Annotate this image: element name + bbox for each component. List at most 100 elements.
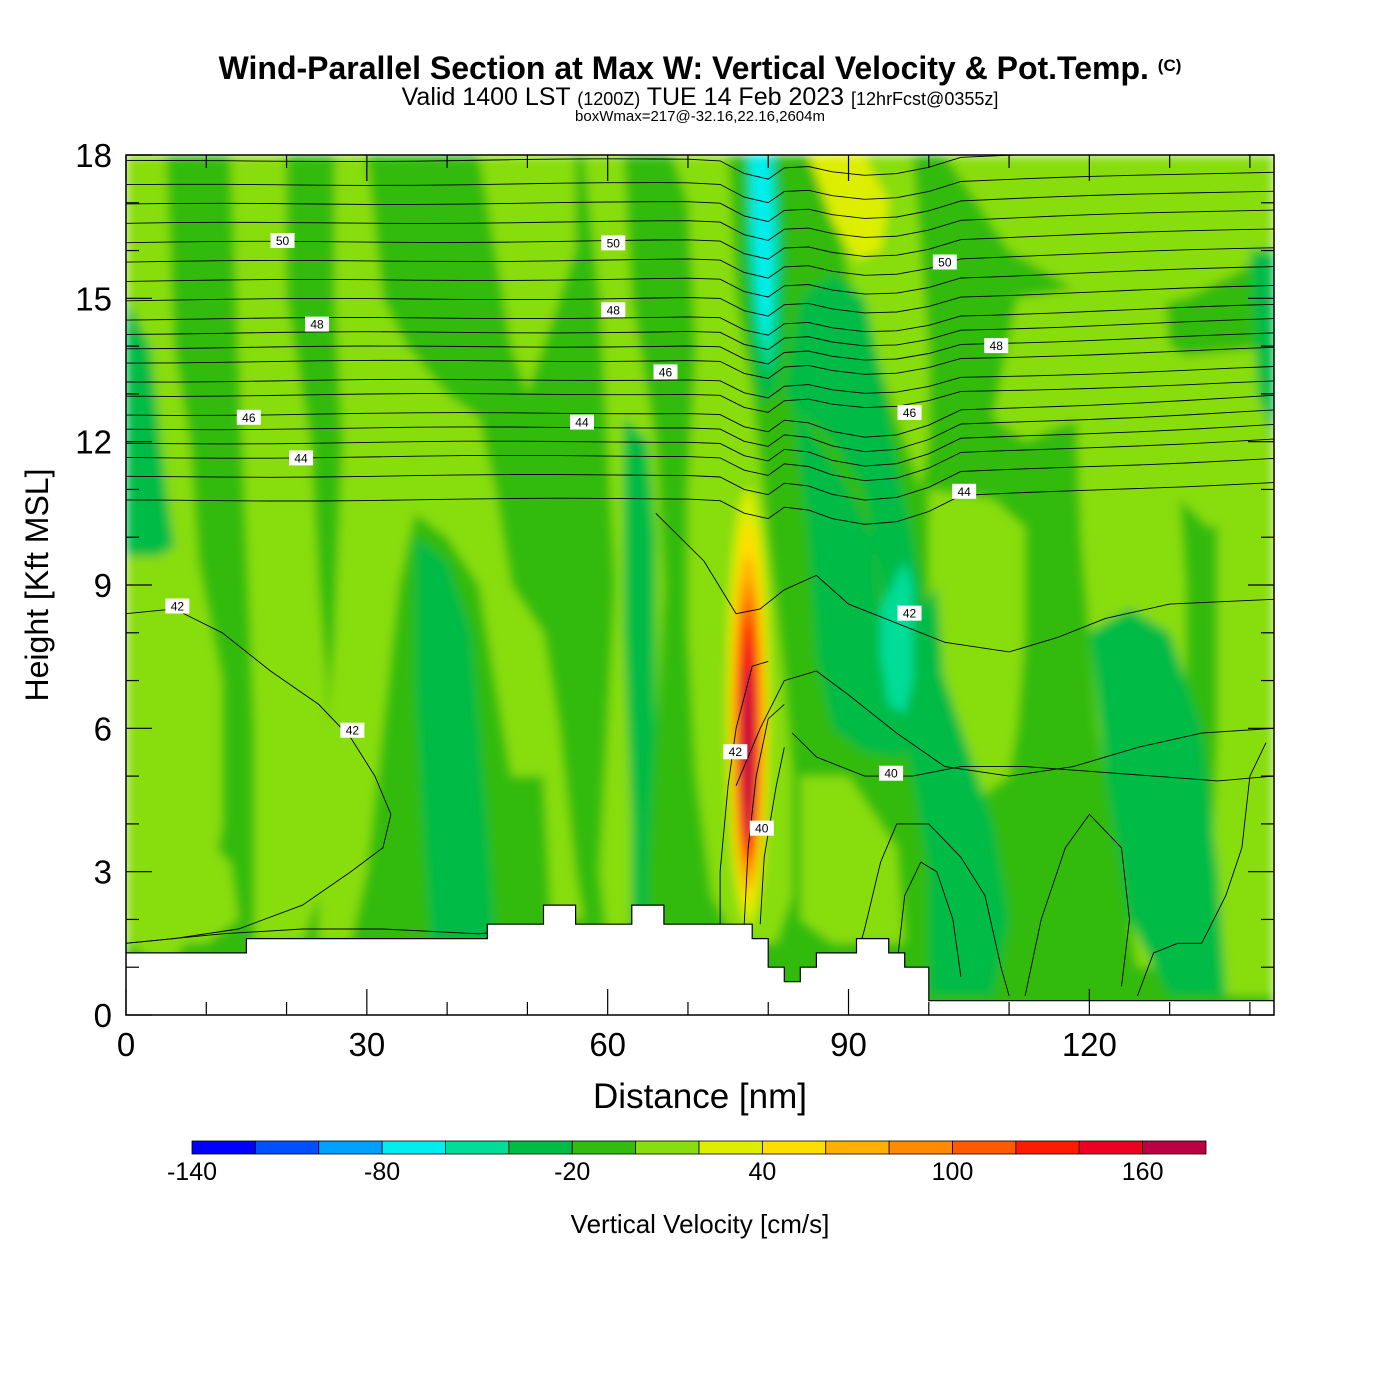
dark-band-2 <box>623 417 656 939</box>
colorbar-swatch-3 <box>381 1140 446 1155</box>
theta-label-bg <box>897 405 922 420</box>
velocity-shading <box>126 155 1274 1015</box>
theta-label-7: 46 <box>653 364 678 380</box>
colorbar-swatch-6 <box>571 1140 637 1155</box>
theta-label-bg <box>569 414 594 430</box>
theta-label-4: 48 <box>601 302 626 318</box>
theta-label-text: 44 <box>957 485 971 499</box>
theta-contour-7 <box>126 366 1274 399</box>
chart-title: Wind-Parallel Section at Max W: Vertical… <box>218 50 1182 86</box>
theta-label-bg <box>723 744 748 760</box>
theta-label-bg <box>984 338 1009 354</box>
theta-label-text: 46 <box>242 411 256 425</box>
theta-label-bg <box>879 765 904 781</box>
theta-label-bg <box>601 235 626 251</box>
theta-label-10: 44 <box>569 414 594 430</box>
light-band-3 <box>318 155 584 944</box>
theta-label-16: 40 <box>749 820 774 836</box>
theta-label-8: 46 <box>897 405 922 420</box>
theta-label-text: 44 <box>575 416 589 430</box>
theta-contour-13 <box>126 266 1274 298</box>
theta-low-contour-1 <box>655 512 1274 653</box>
dark-band-4 <box>1089 608 1226 996</box>
colorbar-swatch-14 <box>1078 1140 1144 1155</box>
colorbar-swatch-4 <box>445 1140 510 1155</box>
theta-label-bg <box>749 820 774 836</box>
theta-label-text: 50 <box>276 234 290 248</box>
theta-low-contour-3 <box>791 732 1274 782</box>
x-tick-label: 60 <box>589 1026 626 1063</box>
lee-descent-core <box>880 561 913 714</box>
theta-label-text: 40 <box>884 767 898 781</box>
theta-label-6: 46 <box>236 409 261 425</box>
colorbar-swatch-5 <box>508 1140 573 1155</box>
y-tick-label: 6 <box>94 710 112 747</box>
colorbar-swatch-2 <box>318 1140 383 1155</box>
terrain-mask <box>126 904 1274 1015</box>
colorbar-tick-label: 160 <box>1122 1158 1164 1186</box>
theta-label-3: 48 <box>305 316 330 332</box>
theta-contour-14 <box>126 247 1274 279</box>
x-tick-label: 0 <box>117 1026 135 1063</box>
theta-label-bg <box>165 598 190 614</box>
theta-low-contour-10 <box>1137 742 1267 997</box>
theta-label-text: 46 <box>903 406 917 420</box>
colorbar: -140 -80 -20 40 100 160 Vertical Velocity [cm/… <box>167 1140 1207 1239</box>
theta-label-0: 50 <box>270 233 295 248</box>
colorbar-tick-label: -20 <box>554 1158 590 1186</box>
theta-label-bg <box>270 233 295 248</box>
theta-label-14: 42 <box>723 744 748 760</box>
colorbar-swatch-10 <box>825 1140 890 1155</box>
colorbar-swatch-13 <box>1015 1140 1080 1155</box>
y-tick-label: 12 <box>75 424 112 461</box>
terrain-outline <box>126 904 1274 1002</box>
theta-contour-1 <box>126 457 1274 501</box>
theta-label-5: 48 <box>984 338 1009 354</box>
contour-labels: 50 50 50 48 48 48 46 46 46 44 44 44 42 42 42 42 40 40 <box>165 233 1009 836</box>
theta-contour-11 <box>126 303 1274 336</box>
light-band-13 <box>800 776 905 944</box>
colorbar-swatch-9 <box>761 1140 827 1155</box>
theta-label-2: 50 <box>932 254 957 270</box>
theta-contour-10 <box>126 318 1274 351</box>
theta-label-1: 50 <box>601 235 626 251</box>
light-band-12 <box>1209 489 1274 996</box>
x-tick-label: 90 <box>830 1026 867 1063</box>
theta-label-text: 48 <box>990 339 1004 353</box>
theta-label-text: 46 <box>659 365 673 379</box>
theta-contour-5 <box>126 394 1274 438</box>
theta-label-bg <box>305 316 330 332</box>
colorbar-swatch-11 <box>888 1140 953 1155</box>
light-band-4 <box>479 155 576 394</box>
colorbar-swatch-15 <box>1142 1140 1207 1155</box>
theta-label-bg <box>897 605 922 621</box>
y-tick-label: 0 <box>94 997 112 1034</box>
y-tick-label: 18 <box>75 137 112 174</box>
theta-low-contour-7 <box>848 823 1010 997</box>
theta-label-bg <box>236 409 261 425</box>
colorbar-tick-label: 40 <box>748 1158 776 1186</box>
updraft-level-7 <box>743 666 753 839</box>
colorbar-tick-label: -80 <box>364 1158 400 1186</box>
terrain-fill <box>126 905 1274 1015</box>
theta-low-contour-8 <box>896 861 962 977</box>
theta-contour-3 <box>126 423 1274 467</box>
theta-label-text: 48 <box>310 318 324 332</box>
y-tick-label: 15 <box>75 280 112 317</box>
theta-low-contour-9 <box>1024 813 1130 996</box>
theta-low-contour-0 <box>126 608 392 944</box>
theta-label-text: 42 <box>171 600 185 614</box>
theta-contour-15 <box>126 228 1274 260</box>
x-tick-label: 120 <box>1062 1026 1117 1063</box>
theta-label-bg <box>340 722 365 738</box>
axes: 0 30 60 90 120 0 3 6 9 12 15 18 Distance [nm] Height … <box>19 137 1274 1116</box>
colorbar-tick-label: 100 <box>932 1158 974 1186</box>
theta-label-bg <box>653 364 678 380</box>
colorbar-swatch-7 <box>635 1140 700 1155</box>
y-axis-label: Height [Kft MSL] <box>19 469 55 702</box>
box-wmax-info: boxWmax=217@-32.16,22.16,2604m <box>575 108 825 125</box>
theta-contour-12 <box>126 285 1274 317</box>
theta-label-text: 42 <box>903 607 917 621</box>
theta-label-text: 48 <box>607 303 621 317</box>
chart-subtitle: Valid 1400 LST (1200Z) TUE 14 Feb 2023 [… <box>401 83 999 111</box>
